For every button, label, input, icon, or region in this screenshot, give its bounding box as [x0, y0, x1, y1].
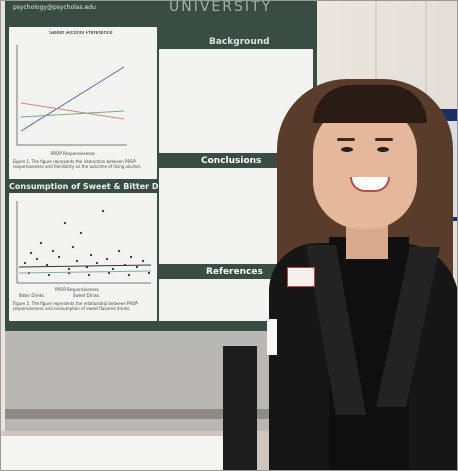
paper-sign	[267, 319, 277, 355]
section-title-references: References	[206, 267, 263, 277]
scatter-trend-a	[18, 264, 152, 268]
presenter-eye-right	[377, 147, 389, 152]
chart-line-b	[20, 102, 125, 120]
presenter-eye-left	[341, 147, 353, 152]
legend-sweet: Sweet Drinks	[73, 293, 100, 298]
chart-x-label-bottom: PROP Responsiveness	[55, 287, 99, 292]
poster-chart-box-top: Sweet Alcohol Preference PROP Responsive…	[9, 27, 157, 179]
chart-line-a	[20, 66, 125, 132]
presenter-brow-right	[375, 138, 393, 141]
presenter-hair-top	[313, 85, 427, 123]
chart-title-top: Sweet Alcohol Preference	[49, 31, 113, 36]
section-title-conclusions: Conclusions	[201, 156, 262, 166]
poster-board-frame	[5, 409, 325, 419]
presenter-face	[313, 103, 417, 229]
line-chart-illustration	[16, 45, 127, 146]
chart-caption-top: Figure 1. The figure represents the inte…	[13, 159, 141, 169]
poster-chart-box-bottom: PROP Responsiveness Bitter Drinks Sweet …	[9, 193, 157, 321]
name-badge	[287, 267, 315, 287]
scatter-chart-illustration	[16, 201, 152, 284]
presenter-brow-left	[337, 138, 355, 141]
section-title-background: Background	[209, 37, 270, 47]
chart-caption-bottom: Figure 2. The figure represents the rela…	[13, 301, 138, 311]
foreground-table	[1, 436, 241, 470]
background-person-legs	[223, 346, 257, 470]
chart-title-bottom: Consumption of Sweet & Bitter Drinks by …	[9, 182, 223, 191]
chart-line-c	[20, 110, 125, 118]
poster-header: UNIVERSITY	[169, 0, 273, 15]
legend-bitter: Bitter Drinks	[19, 293, 45, 298]
chart-x-label-top: PROP Responsiveness	[51, 151, 95, 156]
scatter-trend-b	[18, 270, 152, 274]
scatter-points	[23, 209, 151, 277]
poster-url: psychology@psycholas.edu	[13, 4, 96, 11]
